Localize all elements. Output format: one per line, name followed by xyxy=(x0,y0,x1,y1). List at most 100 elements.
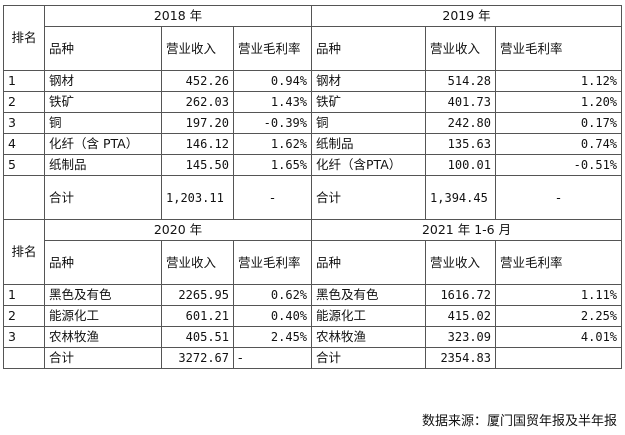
product-cell: 化纤（含 PTA） xyxy=(44,133,162,155)
table-row: 2 铁矿 262.03 1.43% 铁矿 401.73 1.20% xyxy=(3,91,623,113)
product-cell: 能源化工 xyxy=(311,305,427,327)
column-header-row: 品种 营业收入 营业毛利率 品种 营业收入 营业毛利率 xyxy=(4,26,623,71)
margin-cell: 2.25% xyxy=(495,305,623,327)
col-product: 品种 xyxy=(311,26,427,71)
rank-cell: 1 xyxy=(3,284,45,306)
col-revenue: 营业收入 xyxy=(425,240,497,285)
product-cell: 铁矿 xyxy=(311,91,427,113)
revenue-cell: 514.28 xyxy=(425,70,497,92)
rank-cell: 4 xyxy=(3,133,45,155)
table-row: 4 化纤（含 PTA） 146.12 1.62% 纸制品 135.63 0.74… xyxy=(3,133,623,155)
col-product: 品种 xyxy=(44,240,162,285)
revenue-cell: 1616.72 xyxy=(425,284,497,306)
margin-cell: 2.45% xyxy=(232,326,313,348)
source-note: 数据来源：厦门国贸年报及半年报 xyxy=(421,414,617,429)
revenue-cell: 242.80 xyxy=(425,112,497,134)
rank-cell: 5 xyxy=(3,154,45,176)
table-row: 3 铜 197.20 -0.39% 铜 242.80 0.17% xyxy=(3,112,623,134)
product-cell: 纸制品 xyxy=(44,154,162,176)
table-row: 1 钢材 452.26 0.94% 钢材 514.28 1.12% xyxy=(3,70,623,92)
margin-cell: 0.94% xyxy=(232,70,313,92)
product-cell: 农林牧渔 xyxy=(44,326,162,348)
col-margin: 营业毛利率 xyxy=(495,26,623,71)
total-revenue: 3272.67 xyxy=(161,347,234,369)
revenue-margin-table: 排名 2018 年 2019 年 品种 营业收入 营业毛利率 品种 营业收入 营… xyxy=(3,5,623,369)
col-product: 品种 xyxy=(44,26,162,71)
total-margin xyxy=(495,347,623,369)
year-2019-header: 2019 年 xyxy=(311,5,623,27)
total-margin: - xyxy=(232,347,313,369)
total-row: 合计 3272.67 - 合计 2354.83 xyxy=(3,347,623,369)
table-row: 5 纸制品 145.50 1.65% 化纤（含PTA） 100.01 -0.51… xyxy=(3,154,623,176)
revenue-cell: 135.63 xyxy=(425,133,497,155)
revenue-cell: 415.02 xyxy=(425,305,497,327)
total-revenue: 1,203.11 xyxy=(161,175,234,220)
product-cell: 化纤（含PTA） xyxy=(311,154,427,176)
year-header-row: 排名 2018 年 2019 年 xyxy=(3,5,623,71)
total-label: 合计 xyxy=(44,175,162,220)
product-cell: 铜 xyxy=(311,112,427,134)
year-2021-header: 2021 年 1-6 月 xyxy=(311,219,623,241)
margin-cell: 0.62% xyxy=(232,284,313,306)
revenue-cell: 452.26 xyxy=(161,70,234,92)
revenue-cell: 262.03 xyxy=(161,91,234,113)
column-header-row: 品种 营业收入 营业毛利率 品种 营业收入 营业毛利率 xyxy=(4,240,623,285)
revenue-cell: 100.01 xyxy=(425,154,497,176)
margin-cell: 1.20% xyxy=(495,91,623,113)
margin-cell: -0.39% xyxy=(232,112,313,134)
margin-cell: 1.65% xyxy=(232,154,313,176)
rank-header: 排名 xyxy=(3,219,45,285)
year-2018-header: 2018 年 xyxy=(43,5,313,27)
rank-cell xyxy=(3,347,45,369)
margin-cell: 0.74% xyxy=(495,133,623,155)
margin-cell: -0.51% xyxy=(495,154,623,176)
margin-cell: 1.43% xyxy=(232,91,313,113)
rank-cell: 3 xyxy=(3,326,45,348)
total-margin: - xyxy=(232,175,313,220)
total-label: 合计 xyxy=(311,175,427,220)
product-cell: 纸制品 xyxy=(311,133,427,155)
table-row: 2 能源化工 601.21 0.40% 能源化工 415.02 2.25% xyxy=(3,305,623,327)
rank-cell: 3 xyxy=(3,112,45,134)
revenue-cell: 2265.95 xyxy=(161,284,234,306)
product-cell: 黑色及有色 xyxy=(311,284,427,306)
product-cell: 铁矿 xyxy=(44,91,162,113)
margin-cell: 1.12% xyxy=(495,70,623,92)
rank-cell: 1 xyxy=(3,70,45,92)
col-margin: 营业毛利率 xyxy=(232,240,313,285)
total-revenue: 1,394.45 xyxy=(425,175,497,220)
margin-cell: 0.17% xyxy=(495,112,623,134)
revenue-cell: 405.51 xyxy=(161,326,234,348)
col-margin: 营业毛利率 xyxy=(232,26,313,71)
margin-cell: 4.01% xyxy=(495,326,623,348)
total-label: 合计 xyxy=(311,347,427,369)
margin-cell: 0.40% xyxy=(232,305,313,327)
revenue-cell: 145.50 xyxy=(161,154,234,176)
rank-header: 排名 xyxy=(3,5,45,71)
revenue-cell: 197.20 xyxy=(161,112,234,134)
rank-cell: 2 xyxy=(3,91,45,113)
year-2020-header: 2020 年 xyxy=(43,219,313,241)
revenue-cell: 323.09 xyxy=(425,326,497,348)
col-revenue: 营业收入 xyxy=(161,240,234,285)
total-label: 合计 xyxy=(44,347,162,369)
product-cell: 农林牧渔 xyxy=(311,326,427,348)
total-margin: - xyxy=(495,175,623,220)
table-row: 3 农林牧渔 405.51 2.45% 农林牧渔 323.09 4.01% xyxy=(3,326,623,348)
revenue-cell: 401.73 xyxy=(425,91,497,113)
margin-cell: 1.62% xyxy=(232,133,313,155)
rank-cell: 2 xyxy=(3,305,45,327)
revenue-cell: 601.21 xyxy=(161,305,234,327)
margin-cell: 1.11% xyxy=(495,284,623,306)
col-revenue: 营业收入 xyxy=(425,26,497,71)
col-margin: 营业毛利率 xyxy=(495,240,623,285)
col-revenue: 营业收入 xyxy=(161,26,234,71)
product-cell: 黑色及有色 xyxy=(44,284,162,306)
product-cell: 能源化工 xyxy=(44,305,162,327)
rank-cell xyxy=(3,175,45,220)
total-row: 合计 1,203.11 - 合计 1,394.45 - xyxy=(3,175,623,220)
product-cell: 铜 xyxy=(44,112,162,134)
product-cell: 钢材 xyxy=(44,70,162,92)
total-revenue: 2354.83 xyxy=(425,347,497,369)
product-cell: 钢材 xyxy=(311,70,427,92)
